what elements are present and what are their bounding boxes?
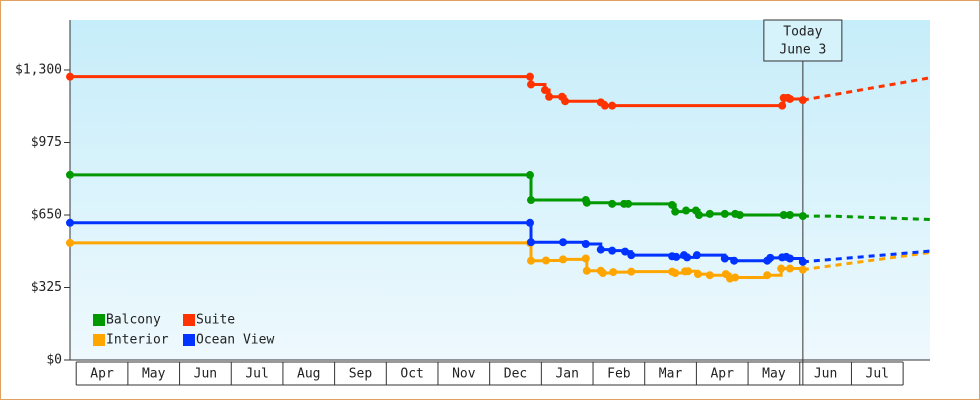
price-point <box>525 171 534 180</box>
price-point <box>609 268 618 277</box>
x-tick-label: May <box>142 367 166 382</box>
price-point <box>731 273 740 282</box>
legend-swatch <box>183 334 195 346</box>
price-point <box>684 267 693 276</box>
legend-label: Balcony <box>106 313 161 328</box>
price-point <box>561 97 570 106</box>
x-tick-label: Jun <box>194 367 217 382</box>
price-point <box>785 210 794 219</box>
price-point <box>693 270 702 279</box>
price-point <box>720 209 729 218</box>
x-tick-label: Apr <box>710 367 734 382</box>
price-point <box>559 238 568 247</box>
price-point <box>798 96 807 105</box>
price-point <box>798 265 807 274</box>
price-point <box>785 94 794 103</box>
price-point <box>581 254 590 263</box>
x-tick-label: Sep <box>349 367 373 382</box>
price-point <box>541 256 550 265</box>
today-label: June 3 <box>779 43 826 58</box>
price-point <box>600 101 609 110</box>
price-point <box>694 210 703 219</box>
price-point <box>785 254 794 263</box>
price-point <box>527 256 536 265</box>
price-point <box>598 268 607 277</box>
price-point <box>682 206 691 215</box>
price-point <box>735 210 744 219</box>
legend-swatch <box>93 334 105 346</box>
price-point <box>778 101 787 110</box>
plot-area <box>70 20 930 360</box>
price-point <box>671 268 680 277</box>
price-point <box>621 247 630 256</box>
price-point <box>527 196 536 205</box>
price-point <box>66 170 74 179</box>
x-tick-label: Feb <box>607 367 631 382</box>
forecast-line <box>802 214 931 221</box>
price-point <box>608 199 617 208</box>
price-point <box>720 254 729 263</box>
price-point <box>581 239 590 248</box>
x-tick-label: Aug <box>297 367 320 382</box>
price-point <box>525 72 534 81</box>
price-point <box>582 198 591 207</box>
x-tick-label: Oct <box>400 367 423 382</box>
price-point <box>705 271 714 280</box>
today-box <box>763 19 843 62</box>
price-point <box>66 238 74 247</box>
price-point <box>525 218 534 227</box>
x-tick-label: Jul <box>245 367 268 382</box>
price-point <box>559 255 568 264</box>
price-point <box>582 266 591 275</box>
y-tick-label: $1,300 <box>15 62 62 77</box>
price-point <box>527 238 536 247</box>
x-tick-label: Mar <box>659 367 683 382</box>
price-point <box>763 271 772 280</box>
price-point <box>777 264 786 273</box>
y-tick-label: $0 <box>46 353 62 368</box>
x-tick-label: Nov <box>452 367 476 382</box>
price-point <box>671 207 680 216</box>
price-point <box>527 80 536 89</box>
price-point <box>624 199 633 208</box>
x-tick-label: Dec <box>504 367 527 382</box>
price-point <box>66 72 74 81</box>
price-point <box>785 264 794 273</box>
x-tick-label: May <box>762 367 786 382</box>
price-point <box>683 253 692 262</box>
today-label: Today <box>783 25 822 40</box>
legend-swatch <box>183 314 195 326</box>
price-point <box>672 252 681 261</box>
legend-label: Interior <box>106 333 169 348</box>
price-point <box>779 210 788 219</box>
x-tick-label: Jan <box>555 367 578 382</box>
price-point <box>705 209 714 218</box>
price-point <box>66 218 74 227</box>
x-tick-label: Apr <box>90 367 114 382</box>
price-point <box>798 257 807 266</box>
legend-label: Ocean View <box>196 333 274 348</box>
price-point <box>627 267 636 276</box>
price-point <box>668 200 677 209</box>
price-point <box>627 251 636 260</box>
price-point <box>608 101 617 110</box>
price-point <box>608 246 617 255</box>
y-tick-label: $975 <box>31 135 62 150</box>
y-tick-label: $650 <box>31 207 62 222</box>
legend-swatch <box>93 314 105 326</box>
y-tick-label: $325 <box>31 280 62 295</box>
legend-label: Suite <box>196 313 235 328</box>
price-point <box>692 251 701 260</box>
price-point <box>766 253 775 262</box>
price-point <box>798 212 807 221</box>
price-point <box>540 86 549 95</box>
x-tick-label: Jul <box>866 367 889 382</box>
x-tick-label: Jun <box>814 367 837 382</box>
price-point <box>596 245 605 254</box>
price-point <box>730 256 739 265</box>
price-point <box>545 92 554 101</box>
